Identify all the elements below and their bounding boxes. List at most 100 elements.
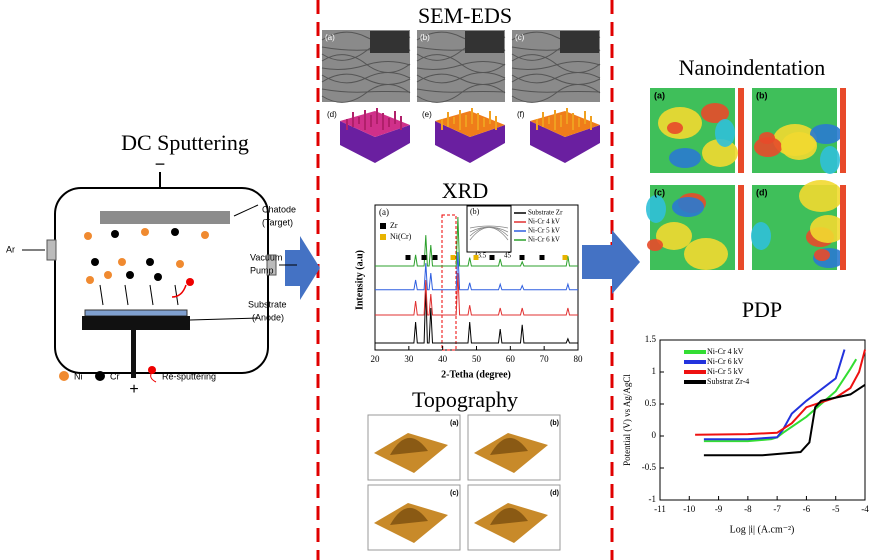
sem-texture <box>321 73 411 85</box>
pdp-chart: PDP Log |i| (A.cm⁻²) Potential (V) vs Ag… <box>622 297 869 535</box>
particle <box>86 276 94 284</box>
topo-peak <box>490 437 528 455</box>
electrode <box>131 330 136 378</box>
topo-surface <box>474 503 548 543</box>
hardness-blob <box>759 132 775 144</box>
xrd-chart: XRD 2-Tetha (degree) Intensity (a.u) (a)… <box>354 178 583 380</box>
sem-eds: SEM-EDS (a) (d) (b) (e) (c) (f) <box>321 3 601 163</box>
particle <box>176 260 184 268</box>
phase-marker <box>562 255 568 260</box>
colorbar <box>840 185 846 270</box>
hardness-blob <box>646 195 666 223</box>
inset-tick: 43.5 <box>474 252 487 260</box>
legend-label: Ni-Cr 4 kV <box>707 347 744 356</box>
x-tick-label: 70 <box>540 354 550 364</box>
sem-texture <box>416 88 506 93</box>
particle <box>146 258 154 266</box>
legend-label: Ni-Cr 6 kV <box>707 357 744 366</box>
sem-inset <box>465 31 504 53</box>
sem-inset <box>370 31 409 53</box>
panel-label: (c) <box>654 187 665 197</box>
sem-texture <box>511 88 601 93</box>
axis-title: Intensity (a.u) <box>354 250 365 310</box>
panel-label: (e) <box>422 110 432 119</box>
legend-label: Ni(Cr) <box>390 232 412 241</box>
topo-peak <box>390 437 428 455</box>
phase-marker <box>519 255 525 260</box>
legend-label: Cr <box>110 371 120 381</box>
resputter <box>171 284 187 298</box>
label: (Target) <box>262 217 293 227</box>
section-title: SEM-EDS <box>418 3 512 28</box>
x-tick-label: -7 <box>773 504 781 514</box>
legend-label: Zr <box>390 221 398 230</box>
sem-texture <box>321 54 411 73</box>
particle <box>126 271 134 279</box>
phase-marker <box>473 255 479 260</box>
section-title: Topography <box>412 387 518 412</box>
x-tick-label: -6 <box>803 504 811 514</box>
label: Vacuum <box>250 252 282 262</box>
phase-marker <box>421 255 427 260</box>
y-tick-label: -0.5 <box>642 462 657 472</box>
legend-label: Substrate Zr <box>528 209 563 217</box>
pdp-line <box>695 349 866 436</box>
x-tick-label: -8 <box>744 504 752 514</box>
colorbar <box>738 88 744 173</box>
legend-label: Ni-Cr 6 kV <box>528 236 560 244</box>
section-title: DC Sputtering <box>121 130 249 155</box>
flow-arrow <box>582 230 640 294</box>
sem-inset <box>560 31 599 53</box>
section-title: XRD <box>442 178 488 203</box>
hardness-blob <box>672 197 704 217</box>
sem-texture <box>416 84 506 103</box>
legend-label: Ni-Cr 4 kV <box>528 218 560 226</box>
legend-label: Ni-Cr 5 kV <box>528 227 560 235</box>
sem-texture <box>511 61 601 70</box>
colorbar <box>840 88 846 173</box>
particle <box>154 273 162 281</box>
sem-texture <box>321 61 411 70</box>
y-tick-label: 1.5 <box>645 334 657 344</box>
legend-label: Re-sputtering <box>162 371 216 381</box>
panel-label: (b) <box>420 33 430 42</box>
polarity: − <box>155 154 166 174</box>
sem-texture <box>416 54 506 73</box>
particle-path <box>174 284 179 306</box>
x-tick-label: -10 <box>683 504 695 514</box>
hardness-blob <box>810 215 846 243</box>
legend-swatch <box>59 371 69 381</box>
axis-title: Potential (V) vs Ag/AgCl <box>622 374 632 466</box>
hardness-blob <box>799 180 843 212</box>
sem-texture <box>416 61 506 70</box>
hardness-blob <box>684 238 728 270</box>
y-tick-label: 0.5 <box>645 398 657 408</box>
x-tick-label: -5 <box>832 504 840 514</box>
label: Substrate <box>248 299 287 309</box>
plot-frame <box>659 339 866 501</box>
hardness-blob <box>715 119 735 147</box>
phase-marker <box>405 255 411 260</box>
particle <box>91 258 99 266</box>
sem-texture <box>511 54 601 73</box>
resputter <box>186 278 194 286</box>
panel-label: (d) <box>756 187 768 197</box>
section-title: Nanoindentation <box>679 55 826 80</box>
sem-texture <box>416 73 506 85</box>
topography: Topography (a) (b) (c) (d) <box>367 387 561 551</box>
inset-curves <box>469 225 509 241</box>
particle <box>111 230 119 238</box>
polarity: + <box>129 381 138 398</box>
section-title: PDP <box>742 297 782 322</box>
legend-swatch <box>380 234 386 240</box>
y-tick-label: -1 <box>649 494 657 504</box>
y-tick-label: 1 <box>652 366 657 376</box>
arrow <box>233 204 259 217</box>
panel-label: (a) <box>325 33 335 42</box>
axis-title: Log |i| (A.cm⁻²) <box>730 524 795 535</box>
hardness-blob <box>701 103 729 123</box>
panel-label: (b) <box>470 207 480 216</box>
panel-label: (b) <box>550 420 559 427</box>
highlight <box>441 214 457 351</box>
